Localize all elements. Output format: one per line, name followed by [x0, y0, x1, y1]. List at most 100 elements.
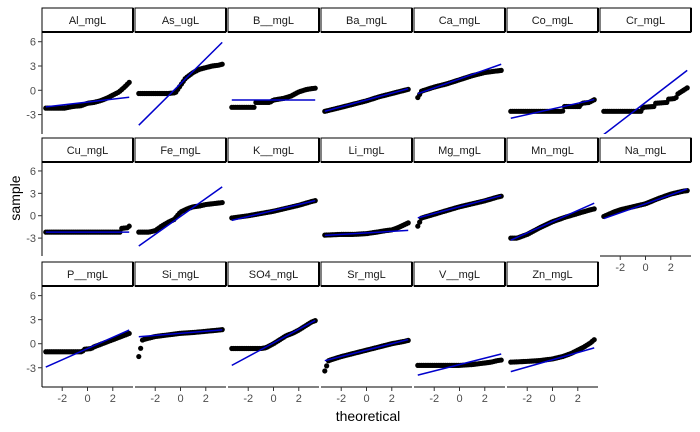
- facet-panel-mn-mgl: Mn_mgL: [506, 137, 599, 241]
- facet-panel-k-mgl: K__mgL: [227, 137, 320, 222]
- facet-panel-al-mgl: Al_mgL: [41, 7, 134, 111]
- qq-reference-line: [417, 353, 502, 376]
- x-tick-label: 2: [482, 393, 488, 405]
- qq-reference-line: [324, 229, 409, 237]
- facet-strip-label: Na_mgL: [625, 145, 667, 157]
- qq-point: [498, 357, 504, 363]
- qq-point: [591, 206, 597, 212]
- facet-strip-label: K__mgL: [253, 145, 294, 157]
- facet-strip-label: B__mgL: [253, 15, 294, 27]
- qq-point: [405, 220, 411, 226]
- qq-point: [415, 223, 421, 229]
- facet-strip: [134, 7, 227, 33]
- facet-strip-label: P__mgL: [67, 269, 108, 281]
- facet-strip-label: V__mgL: [439, 269, 480, 281]
- facet-plot-area: [229, 318, 318, 367]
- facet-panel-co-mgl: Co_mgL: [506, 7, 599, 119]
- facet-strip-label: Sr_mgL: [347, 269, 386, 281]
- x-tick-label: -2: [615, 262, 625, 274]
- qq-reference-line: [231, 319, 316, 367]
- facet-strip-label: Si_mgL: [162, 269, 199, 281]
- qq-reference-line: [138, 41, 223, 126]
- facet-strip-label: Cu_mgL: [67, 145, 109, 157]
- x-tick-label: 0: [363, 393, 369, 405]
- facet-panel-mg-mgl: Mg_mgL: [413, 137, 506, 229]
- y-tick-label: 0: [30, 85, 36, 97]
- facet-strip: [134, 261, 227, 287]
- facet-strip-label: Zn_mgL: [532, 269, 572, 281]
- qq-reference-line: [138, 186, 223, 247]
- qq-reference-line: [603, 69, 688, 134]
- facet-plot-area: [322, 220, 411, 238]
- facet-panel-so4-mgl: SO4_mgL: [227, 261, 320, 367]
- x-tick-label: 2: [203, 393, 209, 405]
- y-tick-label: 6: [30, 166, 36, 178]
- facet-strip: [227, 7, 320, 33]
- facet-plot-area: [229, 198, 318, 222]
- facet-plot-area: [601, 188, 690, 220]
- facet-panel-ca-mgl: Ca_mgL: [413, 7, 506, 101]
- facet-panel-zn-mgl: Zn_mgL: [506, 261, 599, 373]
- facet-panel-as-ugl: As_ugL: [134, 7, 227, 126]
- y-tick-label: 3: [30, 61, 36, 73]
- facet-plot-area: [508, 337, 597, 373]
- facet-plot-area: [415, 193, 504, 229]
- facet-panel-sr-mgl: Sr_mgL: [320, 261, 413, 374]
- qq-point: [126, 79, 132, 85]
- facet-panel-cr-mgl: Cr_mgL: [599, 7, 692, 134]
- qq-point: [219, 327, 225, 333]
- facet-strip: [413, 7, 506, 33]
- facet-plot-area: [508, 202, 597, 241]
- qq-reference-line: [45, 96, 130, 108]
- qq-point: [591, 337, 597, 343]
- facet-plot-area: [322, 86, 411, 114]
- qq-point: [251, 104, 257, 110]
- x-tick-label: 0: [642, 262, 648, 274]
- qq-reference-line: [510, 202, 595, 241]
- x-tick-label: -2: [336, 393, 346, 405]
- facet-panel-b-mgl: B__mgL: [227, 7, 320, 110]
- y-tick-label: -3: [26, 110, 36, 122]
- qq-point: [324, 363, 330, 369]
- qq-point: [126, 330, 132, 337]
- qq-reference-line: [510, 347, 595, 373]
- facet-panel-li-mgl: Li_mgL: [320, 137, 413, 238]
- facet-strip-label: Li_mgL: [348, 145, 384, 157]
- facet-strip-label: Fe_mgL: [160, 145, 200, 157]
- facet-plot-area: [601, 69, 690, 134]
- facet-strip-label: Co_mgL: [532, 15, 574, 27]
- y-tick-label: -3: [26, 363, 36, 375]
- qq-point: [219, 199, 225, 206]
- qq-point: [312, 198, 318, 204]
- facet-strip: [506, 261, 599, 287]
- x-tick-label: 0: [84, 393, 90, 405]
- facet-plot-area: [43, 79, 132, 111]
- facet-strip: [413, 261, 506, 287]
- facet-plot-area: [508, 97, 597, 119]
- facet-strip-label: As_ugL: [162, 15, 199, 27]
- qq-point: [138, 345, 144, 351]
- y-tick-label: 6: [30, 37, 36, 49]
- qq-reference-line: [45, 329, 130, 368]
- x-tick-label: -2: [150, 393, 160, 405]
- qq-point: [312, 85, 318, 91]
- qq-point: [560, 108, 566, 114]
- facet-plot-area: [415, 63, 504, 101]
- facet-panel-cu-mgl: Cu_mgL: [41, 137, 134, 235]
- x-tick-label: 2: [296, 393, 302, 405]
- qq-point: [136, 353, 142, 360]
- panels-layer: Al_mgL As_ugL B__mgL Ba_mgL Ca_mgL Co_mgL Cr_m…: [41, 7, 692, 376]
- facet-strip: [320, 261, 413, 287]
- facet-strip: [599, 7, 692, 33]
- x-tick-label: 0: [177, 393, 183, 405]
- facet-plot-area: [136, 186, 225, 247]
- facet-strip-label: Mg_mgL: [438, 145, 481, 157]
- x-tick-label: -2: [429, 393, 439, 405]
- facet-strip-label: Cr_mgL: [626, 15, 665, 27]
- axes-layer: -3 0 3 6 -3 0 3 6 -2 0 2 -3 0 3 6 -2 0 2 -2 0 2 -2 0 2 -2 0 2 -2 0 2 -…: [26, 32, 691, 405]
- qq-reference-line: [231, 199, 316, 222]
- y-tick-label: 3: [30, 315, 36, 327]
- facet-strip: [41, 137, 134, 163]
- y-tick-label: 0: [30, 211, 36, 223]
